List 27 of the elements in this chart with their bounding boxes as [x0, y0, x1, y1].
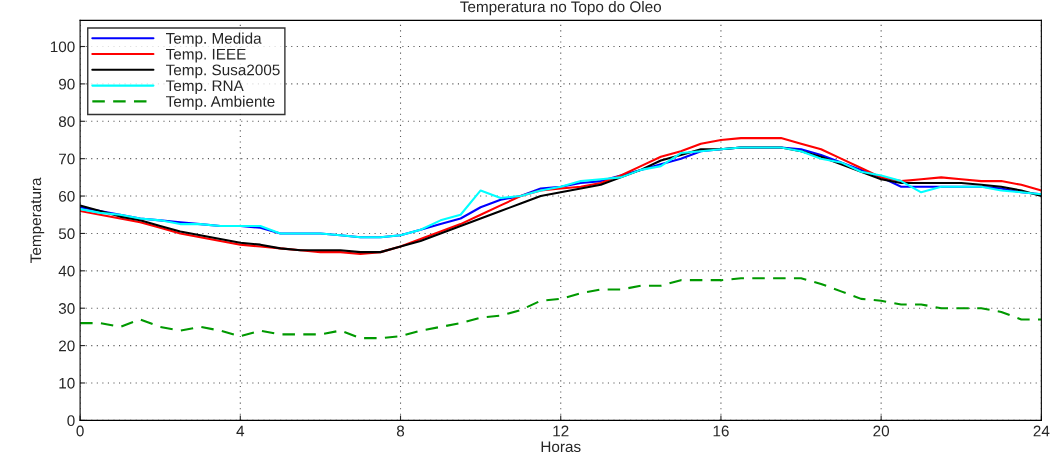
- y-tick-label: 60: [59, 190, 75, 202]
- y-tick-label: 10: [59, 377, 75, 389]
- x-tick-label: 24: [1033, 425, 1050, 437]
- y-tick-label: 20: [59, 340, 75, 352]
- line-series: [80, 277, 1042, 340]
- legend-label: Temp. Ambiente: [166, 95, 275, 110]
- x-tick-label: 0: [76, 425, 84, 437]
- y-tick-label: 0: [67, 415, 75, 427]
- x-tick-label: 16: [713, 425, 729, 437]
- y-tick-label: 30: [58, 303, 75, 314]
- x-tick-label: 4: [236, 425, 245, 437]
- legend-label: Temp. IEEE: [166, 48, 246, 63]
- y-tick-label: 90: [58, 78, 75, 90]
- y-axis-title: Temperatura: [30, 177, 45, 263]
- x-tick-label: 12: [553, 425, 569, 437]
- chart-title: Temperatura no Topo do Oleo: [460, 0, 662, 16]
- y-tick-label: 70: [59, 153, 75, 165]
- x-axis-title: Horas: [541, 441, 581, 452]
- x-tick-label: 8: [396, 425, 405, 437]
- legend-label: Temp. RNA: [166, 80, 244, 95]
- x-tick-label: 20: [873, 425, 890, 437]
- y-tick-label: 50: [58, 228, 75, 240]
- y-tick-label: 100: [50, 41, 75, 53]
- legend-label: Temp. Susa2005: [166, 64, 280, 79]
- legend-label: Temp. Medida: [166, 32, 262, 47]
- y-tick-label: 40: [58, 265, 75, 277]
- y-tick-label: 80: [58, 116, 75, 127]
